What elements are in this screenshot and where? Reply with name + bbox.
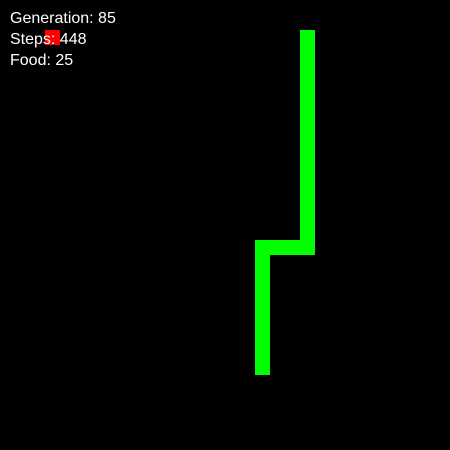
snake-segment [255,255,270,270]
snake-segment [300,210,315,225]
snake-segment [300,135,315,150]
snake-segment [255,330,270,345]
snake-head [300,30,315,45]
snake-segment [285,240,300,255]
generation-label: Generation: 85 [10,10,116,27]
snake-segment [300,120,315,135]
snake-segment [300,75,315,90]
snake-segment [300,240,315,255]
snake-segment [255,240,270,255]
snake-segment [270,240,285,255]
snake-segment [300,60,315,75]
snake-segment [255,315,270,330]
stats-overlay: Generation: 85 Steps: 448 Food: 25 [10,8,116,71]
snake-segment [300,165,315,180]
snake-segment [255,345,270,360]
snake-segment [300,90,315,105]
snake-segment [255,285,270,300]
snake-segment [300,195,315,210]
steps-label: Steps: 448 [10,31,87,48]
snake-segment [300,150,315,165]
snake-segment [300,45,315,60]
snake-segment [300,105,315,120]
snake-segment [300,225,315,240]
snake-segment [255,300,270,315]
food-pellet [45,30,60,45]
snake-segment [255,270,270,285]
snake-segment [300,180,315,195]
snake-segment [255,360,270,375]
food-count-label: Food: 25 [10,52,74,69]
